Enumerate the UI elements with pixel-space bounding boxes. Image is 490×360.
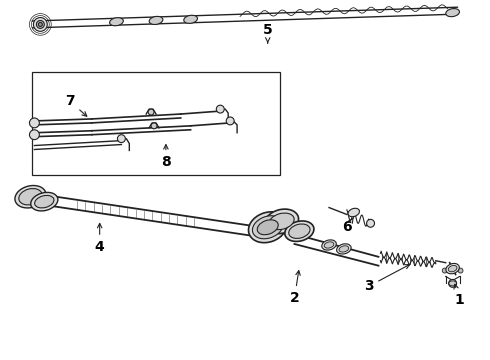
Ellipse shape — [257, 220, 278, 235]
Ellipse shape — [324, 242, 334, 248]
Ellipse shape — [110, 18, 123, 26]
Ellipse shape — [337, 244, 351, 254]
Ellipse shape — [19, 189, 42, 205]
Ellipse shape — [265, 209, 298, 234]
Ellipse shape — [269, 213, 294, 230]
Bar — [32, 72, 280, 175]
Circle shape — [29, 118, 39, 128]
Text: 4: 4 — [95, 224, 104, 254]
Circle shape — [36, 21, 44, 28]
Circle shape — [118, 135, 125, 143]
Circle shape — [38, 22, 42, 26]
Circle shape — [29, 130, 39, 140]
Text: 6: 6 — [342, 217, 354, 234]
Ellipse shape — [448, 265, 457, 272]
Text: 8: 8 — [161, 145, 171, 169]
Text: 1: 1 — [454, 284, 465, 307]
Text: 3: 3 — [364, 265, 410, 293]
Text: 7: 7 — [65, 94, 87, 116]
Ellipse shape — [446, 264, 459, 274]
Ellipse shape — [252, 216, 283, 239]
Ellipse shape — [31, 192, 58, 211]
Ellipse shape — [285, 221, 314, 242]
Ellipse shape — [348, 208, 360, 217]
Circle shape — [367, 219, 374, 227]
Ellipse shape — [289, 224, 310, 238]
Ellipse shape — [149, 16, 163, 24]
Ellipse shape — [35, 195, 54, 208]
Ellipse shape — [339, 246, 349, 252]
Text: 5: 5 — [263, 23, 272, 43]
Ellipse shape — [322, 240, 336, 250]
Circle shape — [216, 105, 224, 113]
Circle shape — [449, 279, 457, 287]
Circle shape — [151, 123, 157, 129]
Circle shape — [33, 18, 47, 31]
Circle shape — [226, 117, 234, 125]
Circle shape — [148, 109, 154, 115]
Ellipse shape — [248, 212, 287, 243]
Circle shape — [458, 268, 463, 273]
Text: 2: 2 — [290, 271, 300, 305]
Ellipse shape — [184, 15, 197, 23]
Ellipse shape — [15, 185, 46, 208]
Ellipse shape — [446, 9, 460, 17]
Circle shape — [442, 268, 447, 273]
